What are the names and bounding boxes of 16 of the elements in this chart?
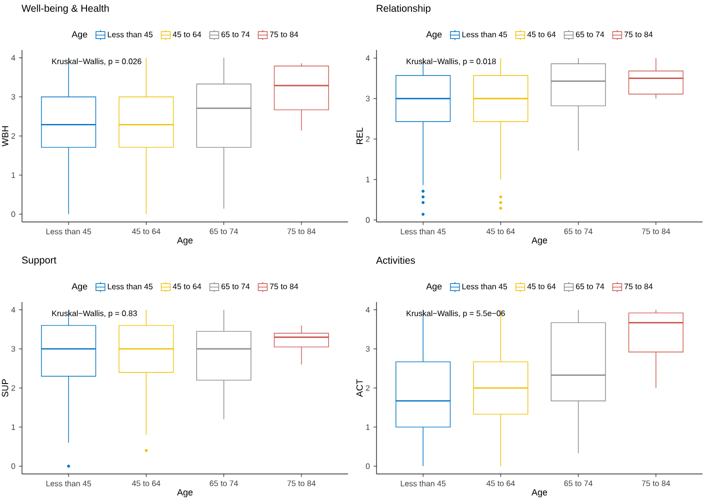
y-axis-title: REL	[356, 128, 363, 144]
chart-title: Activities	[376, 256, 415, 264]
y-axis-title: ACT	[356, 379, 363, 397]
legend-title: Age	[72, 283, 88, 292]
y-axis-title: WBH	[2, 126, 8, 146]
x-axis-title: Age	[177, 489, 193, 498]
x-axis-title: Age	[177, 237, 193, 246]
chart-title: Relationship	[376, 4, 430, 14]
legend-title: Age	[426, 283, 442, 292]
legend-title: Age	[426, 31, 442, 40]
x-axis-title: Age	[532, 489, 548, 498]
chart-title: Well-being & Health	[22, 4, 109, 14]
x-axis-title: Age	[532, 237, 548, 246]
y-axis-title: SUP	[2, 379, 8, 397]
legend-title: Age	[72, 31, 88, 40]
chart-title: Support	[22, 256, 56, 266]
